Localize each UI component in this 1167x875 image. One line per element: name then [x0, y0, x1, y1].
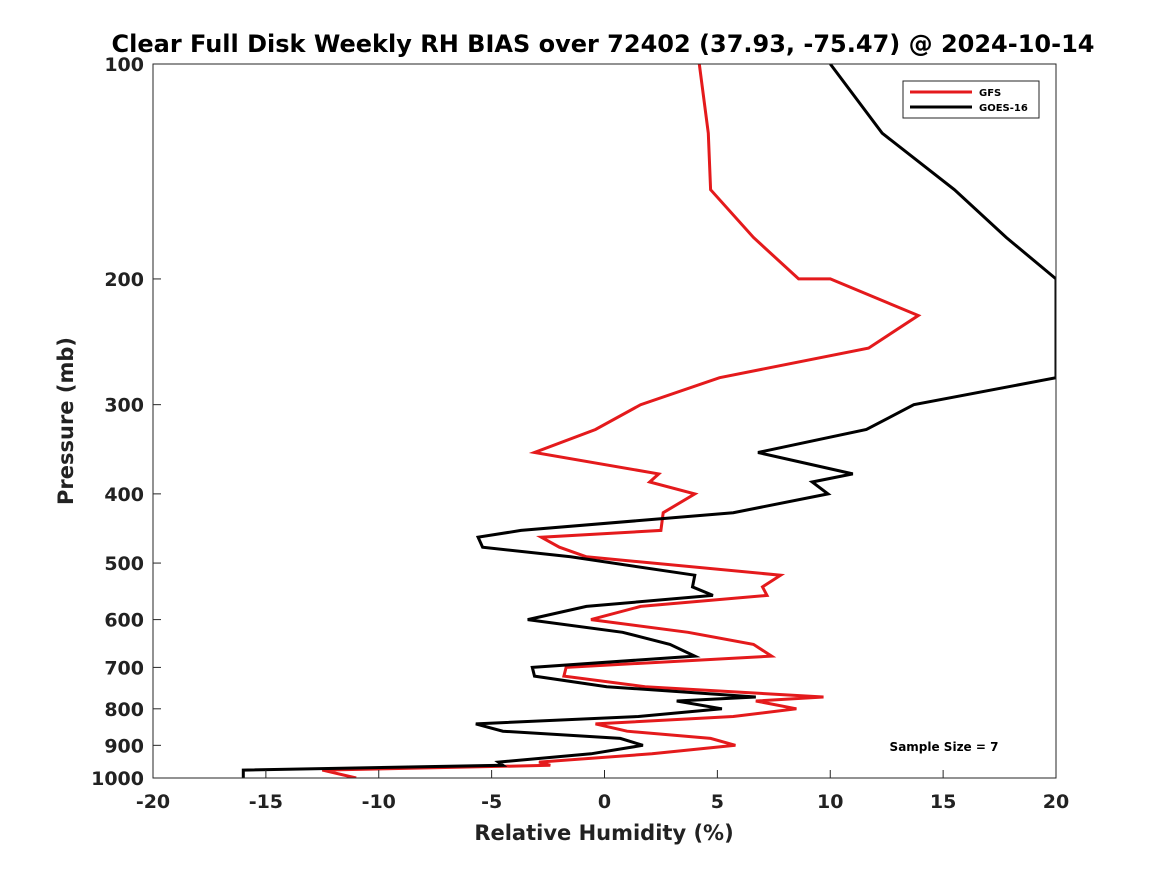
x-axis-label: Relative Humidity (%): [474, 821, 733, 845]
y-tick-label: 400: [104, 484, 144, 506]
y-tick-label: 200: [104, 269, 144, 291]
y-tick-label: 600: [104, 610, 144, 632]
x-tick-label: 15: [930, 791, 956, 813]
y-tick-label: 900: [104, 735, 144, 757]
x-axis: -20 -15 -10 -5 0 5 10 15 20: [136, 770, 1069, 813]
x-tick-label: 0: [598, 791, 611, 813]
y-axis: 100 200 300 400 500 600 700 800 900 1000: [91, 54, 161, 790]
x-tick-label: -10: [362, 791, 396, 813]
y-tick-label: 700: [104, 657, 144, 679]
x-tick-label: 5: [711, 791, 724, 813]
chart-title: Clear Full Disk Weekly RH BIAS over 7240…: [112, 30, 1095, 58]
series-layer: [241, 64, 1056, 778]
plot-frame: [152, 63, 1057, 779]
y-tick-label: 500: [104, 553, 144, 575]
legend-box: [902, 80, 1040, 119]
legend-label-gfs: GFS: [979, 88, 1001, 99]
y-tick-label: 1000: [91, 768, 144, 790]
y-tick-label: 800: [104, 699, 144, 721]
legend-label-goes16: GOES-16: [979, 103, 1028, 114]
y-tick-label: 100: [104, 54, 144, 76]
x-tick-label: 20: [1043, 791, 1069, 813]
y-axis-label: Pressure (mb): [54, 337, 78, 505]
x-tick-label: -5: [481, 791, 502, 813]
series-line-gfs: [321, 64, 922, 778]
y-tick-label: 300: [104, 395, 144, 417]
x-tick-label: -15: [249, 791, 283, 813]
legend: GFS GOES-16: [902, 80, 1040, 119]
sample-size-annotation: Sample Size = 7: [890, 740, 999, 754]
x-tick-label: 10: [817, 791, 843, 813]
series-line-goes16: [241, 64, 1056, 778]
x-tick-label: -20: [136, 791, 170, 813]
